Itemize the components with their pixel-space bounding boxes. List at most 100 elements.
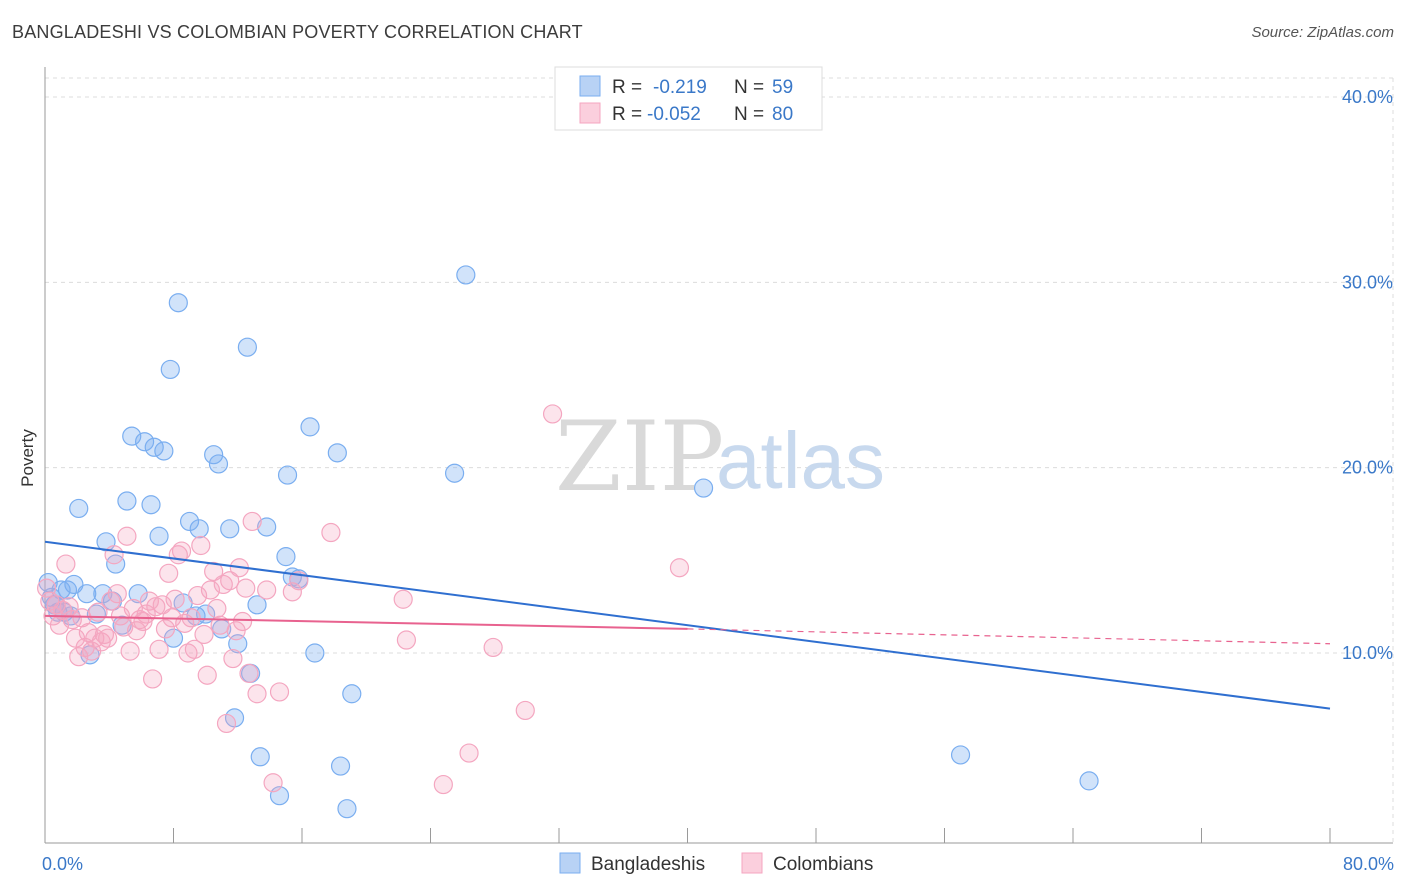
colombian-point-67 [263, 773, 283, 793]
bangladeshi-point-60 [1079, 771, 1099, 791]
watermark-zip: ZIP [555, 401, 724, 513]
colombian-point-56 [216, 713, 237, 734]
colombian-point-62 [236, 578, 256, 598]
legend-n-value-1: 59 [772, 77, 793, 98]
colombian-point-64 [242, 511, 262, 532]
colombian-point-26 [120, 641, 140, 661]
legend-n-label-2: N = [734, 104, 764, 125]
legend-r-label-1: R = [612, 77, 642, 98]
colombian-point-49 [194, 624, 214, 645]
colombian-point-59 [226, 621, 246, 641]
legend-swatch-colombians [579, 102, 601, 124]
legend-swatch-bangladeshis [579, 75, 601, 97]
bangladeshi-point-18 [117, 491, 137, 511]
colombian-point-58 [223, 648, 243, 669]
colombian-point-38 [159, 563, 179, 583]
bangladeshi-point-53 [330, 756, 351, 776]
source-label: Source: ZipAtlas.com [1251, 24, 1394, 41]
bangladeshi-point-13 [93, 584, 113, 604]
bangladeshi-point-52 [327, 443, 347, 463]
colombian-point-6 [56, 554, 76, 574]
colombian-point-69 [282, 582, 302, 602]
legend-r-value-1: -0.219 [653, 77, 707, 98]
colombian-trend-line-extension [687, 628, 1331, 645]
watermark-atlas: atlas [716, 416, 885, 505]
y-axis-title: Poverty [18, 429, 37, 487]
bangladeshi-point-9 [69, 498, 89, 519]
colombian-point-42 [171, 541, 192, 561]
x-tick-min: 0.0% [42, 854, 83, 874]
bangladeshi-point-51 [305, 643, 325, 663]
x-tick-max: 80.0% [1343, 854, 1394, 874]
colombian-point-48 [191, 535, 211, 556]
colombian-point-22 [107, 584, 127, 604]
legend-n-label-1: N = [734, 77, 764, 98]
watermark: ZIP atlas [555, 401, 885, 513]
colombian-point-52 [204, 561, 224, 582]
colombian-point-61 [232, 611, 253, 632]
bangladeshi-point-44 [257, 517, 277, 537]
bangladeshi-point-30 [179, 511, 200, 532]
bottom-legend-label-bangladeshis: Bangladeshis [591, 854, 705, 875]
colombian-point-35 [149, 639, 169, 659]
colombian-point-34 [146, 597, 166, 617]
bangladeshi-point-24 [149, 526, 169, 546]
colombian-point-65 [247, 684, 267, 704]
legend-r-value-2: -0.052 [647, 104, 701, 125]
bangladeshi-point-32 [189, 519, 209, 539]
bangladeshi-point-10 [77, 584, 97, 604]
bangladeshi-point-47 [277, 465, 298, 485]
bangladeshi-point-35 [208, 454, 229, 474]
legend-r-label-2: R = [612, 104, 642, 125]
colombian-point-77 [515, 700, 535, 721]
colombian-point-74 [433, 774, 453, 795]
bangladeshi-point-25 [154, 441, 174, 461]
bangladeshi-point-28 [168, 293, 188, 313]
data-points [37, 265, 1099, 819]
colombian-point-63 [239, 663, 259, 683]
colombian-point-72 [393, 589, 413, 609]
colombian-point-75 [459, 743, 479, 763]
y-tick-label-3: 40.0% [1342, 87, 1393, 107]
bangladeshi-point-20 [128, 584, 148, 604]
bottom-legend-swatch-colombians [741, 852, 763, 874]
y-tick-labels: 10.0% 20.0% 30.0% 40.0% [1342, 87, 1393, 663]
bangladeshi-point-34 [204, 445, 224, 465]
bottom-legend-swatch-bangladeshis [559, 852, 581, 874]
bangladeshi-point-54 [337, 799, 357, 819]
colombian-point-21 [104, 545, 124, 565]
bangladeshi-point-40 [237, 337, 257, 357]
bangladeshi-point-21 [134, 432, 155, 452]
bangladeshi-point-58 [693, 478, 714, 498]
colombian-point-19 [98, 628, 118, 648]
colombian-point-33 [143, 669, 163, 689]
y-tick-label-2: 30.0% [1342, 272, 1393, 292]
colombian-point-37 [155, 619, 176, 639]
bottom-legend-label-colombians: Colombians [773, 854, 873, 875]
colombian-point-18 [94, 624, 115, 645]
bangladeshi-trend-line [44, 540, 1331, 710]
trend-lines [44, 540, 1331, 710]
bangladeshi-point-59 [950, 745, 971, 765]
bangladeshi-point-55 [342, 684, 362, 704]
colombian-point-57 [220, 571, 240, 591]
bangladeshi-point-43 [250, 747, 270, 767]
colombian-point-76 [483, 637, 503, 658]
y-tick-label-1: 20.0% [1342, 458, 1393, 478]
bangladeshi-point-26 [160, 359, 180, 380]
bangladeshi-point-23 [144, 437, 164, 457]
colombian-point-78 [542, 404, 563, 424]
bangladeshi-point-37 [220, 519, 240, 539]
legend-n-value-2: 80 [772, 104, 793, 125]
colombian-point-71 [321, 522, 341, 543]
y-tick-label-0: 10.0% [1342, 643, 1393, 663]
bangladeshi-point-50 [300, 417, 320, 437]
axes [44, 67, 1393, 844]
colombian-point-66 [257, 580, 277, 600]
bangladeshi-point-42 [247, 595, 267, 615]
colombian-point-40 [165, 589, 185, 609]
bangladeshi-point-8 [64, 574, 84, 595]
bottom-legend: Bangladeshis Colombians [559, 852, 873, 875]
bangladeshi-point-22 [141, 495, 161, 515]
